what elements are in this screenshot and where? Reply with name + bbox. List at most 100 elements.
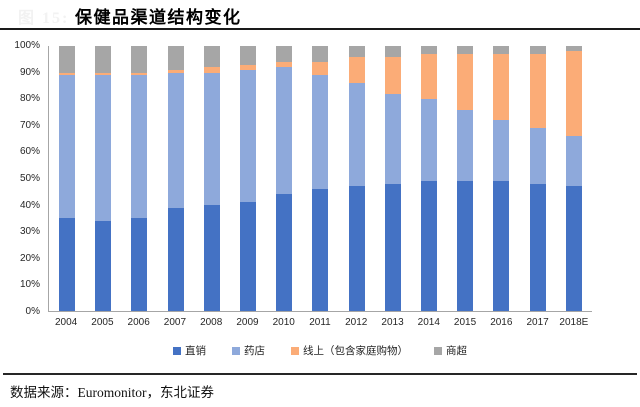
x-tick-label: 2004 xyxy=(55,317,78,328)
y-tick-label: 90% xyxy=(19,66,40,78)
bar-segment xyxy=(457,46,474,54)
bar-segment xyxy=(95,46,112,73)
bar-segment xyxy=(203,67,220,73)
bar-segment xyxy=(240,46,257,65)
bar-segment xyxy=(203,46,220,68)
bar-segment xyxy=(276,194,293,311)
bar-segment xyxy=(276,61,293,68)
legend-label: 商超 xyxy=(446,345,467,357)
bar-segment xyxy=(457,53,474,110)
bar-segment xyxy=(493,53,510,121)
bar-segment xyxy=(384,93,401,184)
bar-segment xyxy=(493,46,510,54)
legend-swatch-icon xyxy=(173,346,181,355)
bar-segment xyxy=(240,69,257,203)
title-divider-line xyxy=(0,28,640,30)
stacked-bar-2008 xyxy=(203,46,220,311)
legend-swatch-icon xyxy=(291,346,299,355)
stacked-bar-2009 xyxy=(240,46,257,311)
bar-segment xyxy=(420,99,437,182)
y-tick-label: 30% xyxy=(19,226,40,238)
legend-item: 直销 xyxy=(173,343,206,358)
bar-segment xyxy=(493,120,510,182)
bar-segment xyxy=(240,64,257,70)
legend-swatch-icon xyxy=(232,346,240,355)
stacked-bar-2018E xyxy=(565,46,582,311)
bar-segment xyxy=(203,72,220,205)
y-axis: 0% 10% 20% 30% 40% 50% 60% 70% 80% 90% 100% xyxy=(0,41,44,317)
legend-swatch-icon xyxy=(434,346,442,355)
bar-segment xyxy=(565,46,582,52)
x-tick-label: 2012 xyxy=(345,317,368,328)
bar-segment xyxy=(312,75,329,190)
bar-segment xyxy=(348,56,365,84)
bar-segment xyxy=(529,128,546,184)
bar-segment xyxy=(59,46,76,73)
stacked-bar-2013 xyxy=(384,46,401,311)
x-tick-label: 2014 xyxy=(417,317,440,328)
bar-segment xyxy=(384,56,401,94)
footer-divider-line xyxy=(3,373,637,375)
legend-item: 药店 xyxy=(232,343,265,358)
bar-segment xyxy=(565,136,582,187)
legend-label: 线上（包含家庭购物） xyxy=(303,345,408,357)
stacked-bar-2017 xyxy=(529,46,546,311)
bar-segment xyxy=(565,186,582,311)
y-tick-label: 40% xyxy=(19,199,40,211)
bar-segment xyxy=(276,46,293,62)
bar-segment xyxy=(240,202,257,311)
legend-item: 线上（包含家庭购物） xyxy=(291,343,408,358)
x-tick-label: 2008 xyxy=(200,317,223,328)
bar-segment xyxy=(167,207,184,311)
stacked-bar-2015 xyxy=(457,46,474,311)
stacked-bar-2004 xyxy=(59,46,76,311)
stacked-bar-2012 xyxy=(348,46,365,311)
bar-segment xyxy=(565,51,582,137)
bar-segment xyxy=(167,69,184,73)
y-tick-label: 70% xyxy=(19,119,40,131)
x-axis: 2004 2005 2006 2007 2008 2009 2010 2011 2012 2013… xyxy=(48,317,592,328)
legend-label: 直销 xyxy=(185,345,206,357)
x-tick-label: 2006 xyxy=(127,317,150,328)
bar-segment xyxy=(131,218,148,311)
bar-segment xyxy=(59,218,76,311)
bar-segment xyxy=(348,83,365,187)
bar-segment xyxy=(348,186,365,311)
y-tick-label: 50% xyxy=(19,173,40,184)
x-tick-label: 2010 xyxy=(272,317,295,328)
y-tick-label: 80% xyxy=(19,93,40,105)
bar-segment xyxy=(457,109,474,182)
chart-title: 保健品渠道结构变化 xyxy=(75,8,242,27)
y-tick-label: 0% xyxy=(25,306,40,317)
bar-segment xyxy=(312,46,329,62)
y-tick-label: 60% xyxy=(19,146,40,158)
y-tick-label: 100% xyxy=(14,40,40,51)
bar-segment xyxy=(131,46,148,73)
bar-segment xyxy=(493,181,510,311)
x-tick-label: 2007 xyxy=(163,317,187,328)
bar-segment xyxy=(529,183,546,311)
bar-segment xyxy=(457,181,474,311)
bar-segment xyxy=(59,75,76,219)
stacked-bar-2010 xyxy=(276,46,293,311)
legend-label: 药店 xyxy=(244,345,265,357)
bar-segment xyxy=(420,53,437,100)
bar-segment xyxy=(167,46,184,70)
bar-segment xyxy=(420,46,437,54)
bar-segment xyxy=(384,183,401,311)
figure-number-watermark: 图 15: xyxy=(18,10,70,27)
plot-area xyxy=(48,46,592,312)
x-tick-label: 2009 xyxy=(236,317,259,328)
stacked-bar-2005 xyxy=(95,46,112,311)
x-tick-label: 2013 xyxy=(381,317,404,328)
bar-segment xyxy=(95,75,112,221)
x-tick-label: 2005 xyxy=(91,317,114,328)
stacked-bar-2016 xyxy=(493,46,510,311)
x-tick-label: 2015 xyxy=(453,317,477,328)
legend-item: 商超 xyxy=(434,343,467,358)
bar-segment xyxy=(95,72,112,76)
bar-segment xyxy=(312,61,329,76)
x-tick-label: 2016 xyxy=(490,317,513,328)
bar-segment xyxy=(131,72,148,76)
